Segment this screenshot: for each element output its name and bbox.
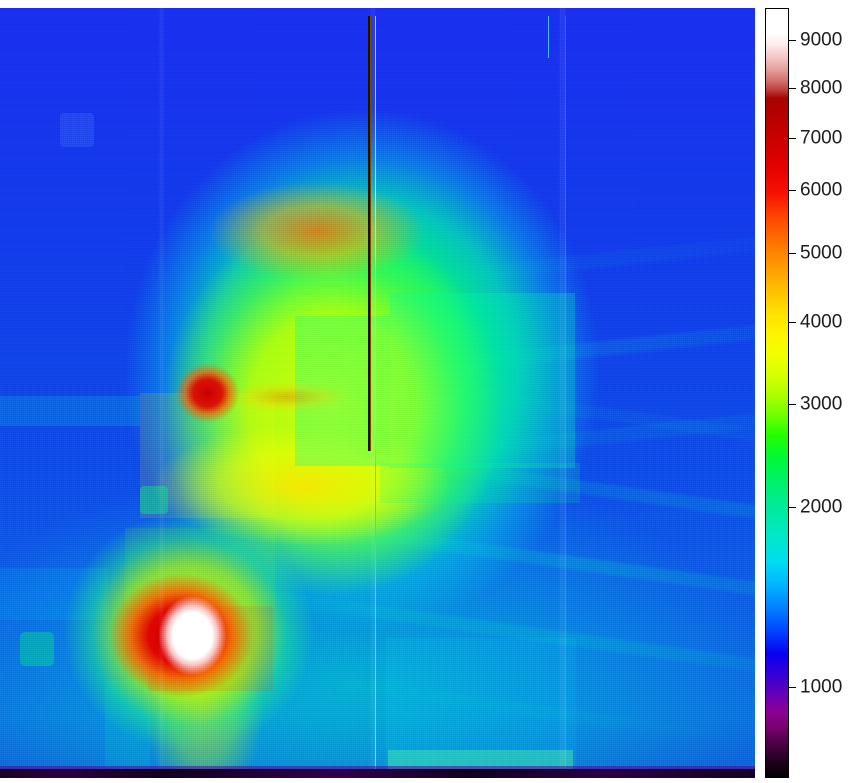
colorbar bbox=[765, 8, 789, 778]
colorbar-tick-8000 bbox=[789, 88, 796, 89]
column-gain-artifacts bbox=[0, 8, 755, 778]
vertical-dark-line-edge bbox=[370, 16, 371, 451]
colorbar-tick-9000 bbox=[789, 40, 796, 42]
colorbar-tick-label: 4000 bbox=[800, 311, 843, 333]
colorbar-tick-7000 bbox=[789, 137, 796, 139]
colorbar-tick-label: 6000 bbox=[800, 179, 843, 201]
colorbar-tick-label: 1000 bbox=[800, 676, 843, 698]
bottom-left-source-core bbox=[0, 8, 755, 778]
vertical-dark-readout-line bbox=[368, 16, 370, 451]
colorbar-tick-2000 bbox=[789, 507, 796, 509]
vertical-faint-line-right bbox=[565, 16, 566, 778]
colorbar-tick-6000 bbox=[789, 190, 796, 192]
cold-pixel-square-top bbox=[60, 113, 94, 147]
colorbar-tick-3000 bbox=[789, 404, 796, 405]
vertical-bright-line bbox=[375, 16, 376, 778]
pixel-noise-overlay bbox=[0, 8, 755, 778]
colorbar-tick-label: 9000 bbox=[800, 29, 843, 51]
colorbar-tick-label: 5000 bbox=[800, 242, 843, 264]
heatmap-image bbox=[0, 8, 755, 778]
bottom-bad-pixel-row-soft bbox=[0, 766, 755, 769]
hot-pixel-square-left bbox=[20, 632, 54, 666]
hot-pixel-square-mid bbox=[140, 486, 168, 514]
colorbar-tick-label: 8000 bbox=[800, 77, 843, 99]
colorbar-tick-1000 bbox=[789, 686, 796, 688]
colorbar-tick-label: 2000 bbox=[800, 496, 843, 518]
bottom-bad-pixel-row bbox=[0, 769, 755, 778]
colorbar-tick-label: 3000 bbox=[800, 393, 843, 415]
colorbar-gradient bbox=[765, 8, 789, 778]
colorbar-tick-label: 7000 bbox=[800, 127, 843, 149]
vertical-short-line-right bbox=[548, 16, 549, 58]
colorbar-tick-5000 bbox=[789, 253, 796, 254]
colorbar-tick-4000 bbox=[789, 322, 796, 323]
